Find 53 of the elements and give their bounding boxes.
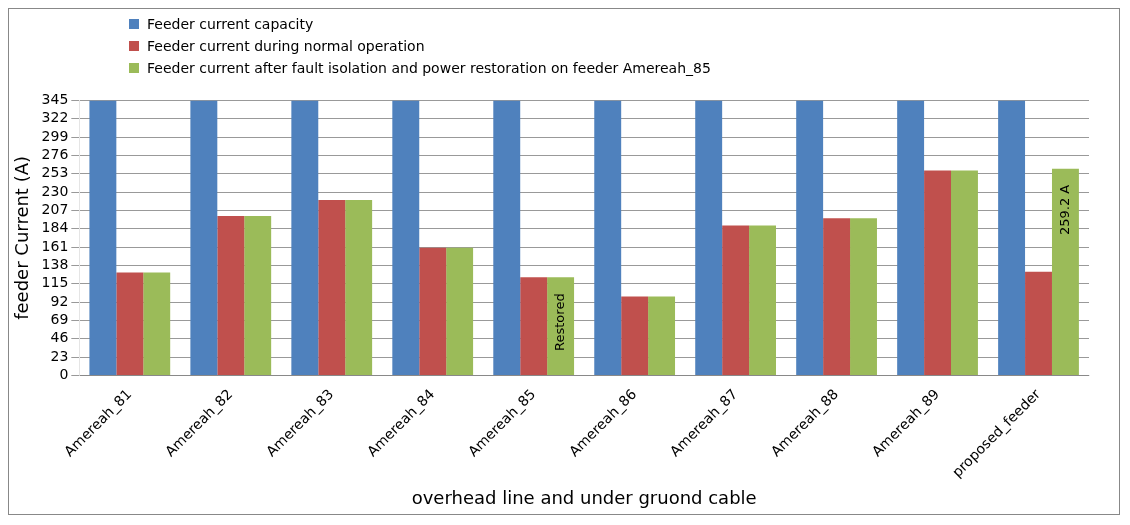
bar [493, 100, 521, 375]
bar [89, 100, 117, 375]
y-tick-label: 345 [41, 91, 69, 108]
bar [244, 215, 272, 375]
data-label: 259.2 A [1056, 184, 1072, 236]
bar [951, 170, 978, 375]
bar [695, 100, 723, 375]
y-tick-label: 322 [41, 109, 69, 126]
bar [998, 100, 1026, 375]
y-tick-label: 23 [50, 347, 69, 364]
bar [897, 100, 925, 375]
y-tick-label: 115 [41, 274, 69, 291]
x-axis-title: overhead line and under gruond cable [411, 486, 757, 508]
legend-label: Feeder current capacity [147, 16, 314, 32]
y-tick-label: 207 [41, 201, 69, 218]
bar [823, 218, 851, 375]
y-tick-label: 184 [41, 219, 69, 236]
bar [419, 247, 447, 375]
bar [924, 170, 952, 375]
y-tick-label: 161 [41, 237, 69, 254]
legend-label: Feeder current after fault isolation and power restoration on feeder Amereah_85 [147, 60, 711, 76]
bar [520, 277, 548, 375]
legend-label: Feeder current during normal operation [147, 38, 425, 54]
bar [722, 225, 750, 375]
y-tick-label: 276 [41, 146, 69, 163]
y-tick-label: 92 [50, 292, 69, 309]
y-tick-label: 46 [50, 329, 69, 346]
bar [446, 247, 474, 375]
y-tick-label: 230 [41, 182, 69, 199]
bar [648, 296, 676, 375]
bar [796, 100, 824, 375]
bar [291, 100, 319, 375]
bar [217, 215, 245, 375]
bar [345, 200, 373, 375]
bar [190, 100, 218, 375]
y-tick-label: 69 [50, 311, 69, 328]
y-tick-label: 0 [59, 366, 69, 383]
bar [749, 225, 776, 375]
y-tick-label: 138 [41, 256, 69, 273]
y-tick-label: 253 [41, 164, 69, 181]
bar [143, 272, 171, 375]
data-label: Restored [551, 293, 567, 351]
bar [318, 200, 346, 375]
bar [1025, 271, 1052, 375]
bar [850, 218, 877, 375]
bar [392, 100, 420, 375]
bar [1051, 168, 1079, 375]
bar [116, 272, 144, 375]
bar [621, 296, 649, 375]
y-tick-label: 299 [41, 127, 69, 144]
bar [594, 100, 622, 375]
y-axis-title: feeder Current (A) [11, 156, 33, 320]
bar [547, 277, 575, 375]
